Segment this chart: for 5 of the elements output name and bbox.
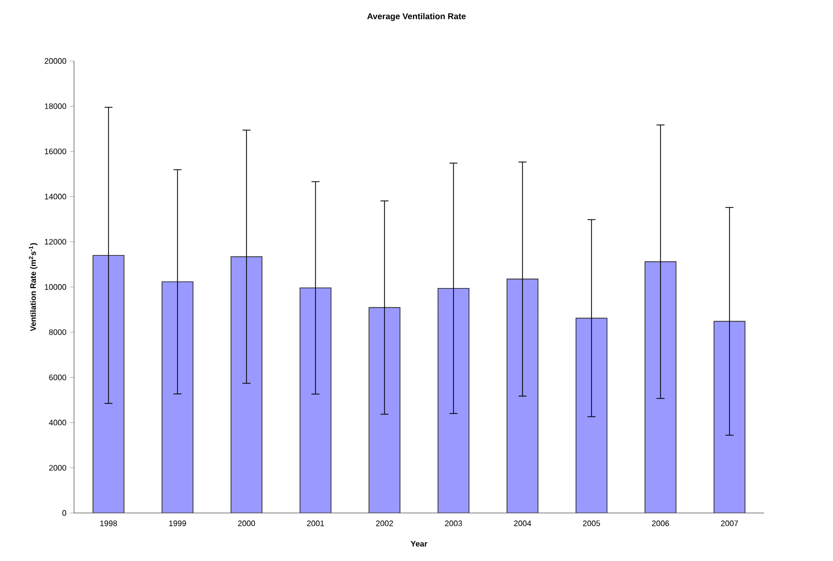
bar (162, 281, 194, 513)
chart-title: Average Ventilation Rate (367, 13, 466, 21)
bar (300, 287, 332, 513)
bar (230, 256, 262, 513)
bar (506, 278, 538, 513)
